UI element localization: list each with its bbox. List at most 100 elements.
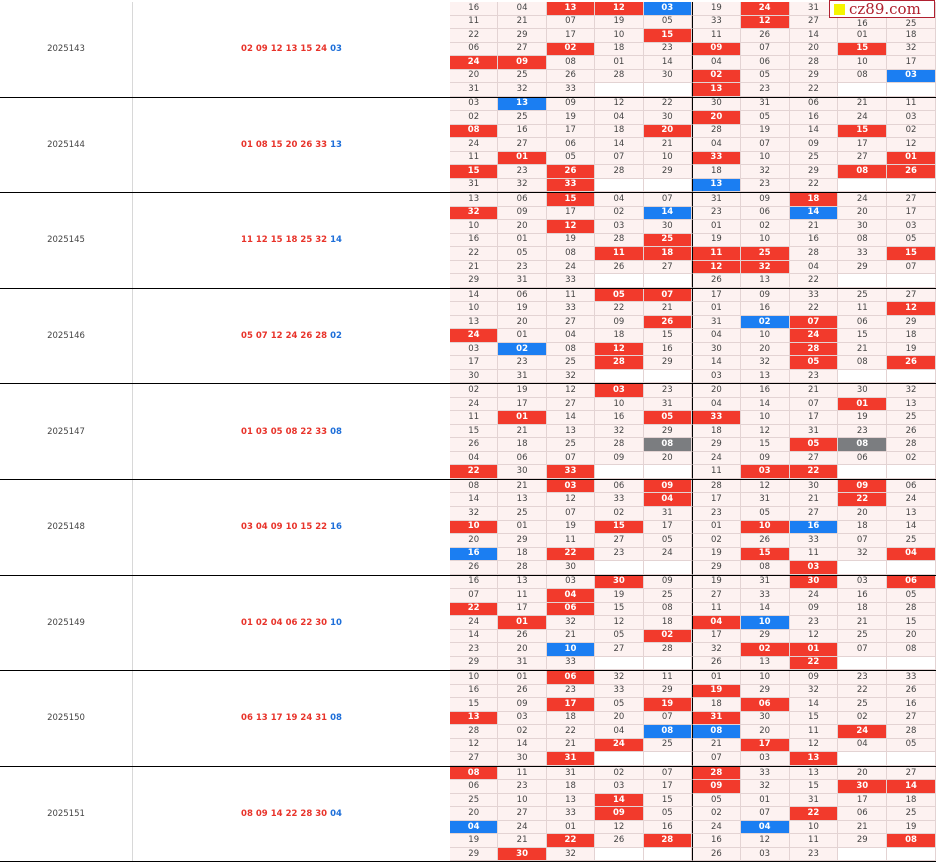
grid-cell-number: 14 [808,29,819,40]
grid-cell: 02 [740,220,790,234]
grid-cell-number: 21 [661,303,673,314]
grid-cell-number: 12 [613,616,625,627]
grid-cell-number: 13 [710,83,723,94]
grid-cell: 12 [595,820,644,835]
grid-cell: 18 [546,780,596,794]
grid-cell: 01 [691,671,741,685]
grid-cell-number: 10 [856,56,868,67]
grid-cell-number: 19 [565,521,576,532]
grid-cell: 09 [546,97,596,112]
grid-cell-number: 21 [565,630,576,641]
grid-cell-number: 33 [808,289,819,300]
grid-cell: 25 [546,356,596,370]
grid-cell-number: 23 [759,179,771,190]
grid-cell-number: 01 [516,671,528,682]
grid-cell-number: 09 [808,671,819,682]
red-ball-number: 32 [315,235,328,246]
grid-cell-empty [643,847,692,862]
grid-cell-hit-red: 22 [838,493,888,507]
grid-cell-number: 32 [856,548,868,559]
grid-cell-number: 31 [808,2,819,13]
grid-cell: 22 [789,178,839,193]
grid-cell-number: 30 [759,712,771,723]
grid-cell-number: 18 [905,29,917,40]
grid-cell: 03 [740,752,790,766]
grid-cell: 04 [498,2,547,16]
grid-cell: 28 [887,602,936,617]
grid-cell-number: 11 [661,671,673,682]
grid-cell-number: 10 [759,234,771,245]
grid-cell-number: 11 [612,247,625,258]
grid-cell-hit-red: 22 [450,465,499,479]
grid-cell: 26 [740,534,790,548]
grid-cell: 30 [450,369,499,384]
grid-cell-number: 21 [516,835,528,846]
draw-numbers: 05 07 12 24 26 28 02 [133,289,450,384]
grid-cell-number: 30 [661,70,673,81]
grid-cell: 24 [450,616,499,630]
grid-cell: 02 [450,111,499,125]
grid-cell-number: 25 [905,534,917,545]
grid-cell-number: 24 [758,2,771,13]
grid-cell-number: 13 [759,275,771,286]
grid-cell: 33 [691,15,741,30]
grid-cell-number: 30 [612,576,625,587]
grid-cell-number: 18 [710,698,722,709]
grid-cell-number: 28 [808,247,819,258]
grid-cell: 29 [740,684,790,699]
grid-cell-number: 15 [856,43,869,54]
grid-cell-number: 31 [516,275,528,286]
grid-cell-number: 14 [759,603,771,614]
grid-cell-number: 30 [468,370,480,381]
grid-cell-number: 20 [856,207,868,218]
grid-cell-number: 21 [516,425,528,436]
grid-cell-hit-red: 12 [595,2,644,16]
grid-cell: 28 [789,247,839,261]
grid-cell-number: 21 [661,138,673,149]
grid-cell: 01 [498,233,547,248]
issue-number: 2025151 [0,766,133,862]
grid-cell-hit-red: 22 [789,807,839,821]
red-ball-number: 11 [241,235,253,246]
grid-cell: 10 [740,671,790,685]
grid-cell-number: 29 [516,29,528,40]
grid-cell-number: 27 [808,16,819,27]
grid-cell-number: 17 [565,207,576,218]
number-grid: 16 13 03 30 09 19 31 30 03 06 07 11 04 19 25 27 33 24 16 05… [450,575,936,671]
grid-cell-number: 06 [758,698,771,709]
number-grid: 02 19 12 03 23 20 16 21 30 32 24 17 27 10 31 04 14 07 01 13… [450,384,936,479]
grid-cell: 33 [789,534,839,548]
blue-ball-number: 08 [330,426,342,437]
grid-cell-number: 08 [661,603,673,614]
grid-cell-hit-red: 14 [887,780,936,794]
grid-cell-number: 13 [516,576,528,587]
period-block: 2025143 02 09 12 13 15 24 03 16 04 13 12 03 19 24 31 11 2… [0,2,936,98]
grid-cell-empty [595,274,644,288]
grid-cell: 11 [789,725,839,739]
grid-cell-hit-red: 02 [691,69,741,84]
grid-cell-number: 33 [710,16,722,27]
red-ball-number: 19 [285,713,298,724]
grid-cell-number: 28 [612,357,625,368]
grid-cell: 23 [740,83,790,97]
grid-cell-hit-red: 10 [740,520,790,535]
grid-cell-number: 05 [807,439,820,450]
grid-cell-number: 30 [565,561,576,572]
grid-cell-hit-red: 26 [887,165,936,179]
red-ball-number: 09 [270,522,283,533]
grid-cell-number: 14 [612,794,625,805]
grid-cell: 21 [838,616,888,630]
grid-cell: 27 [789,506,839,521]
grid-cell-number: 24 [468,138,480,149]
grid-cell: 06 [838,807,888,821]
grid-cell-number: 17 [516,398,528,409]
grid-cell: 26 [498,684,547,699]
grid-cell-hit-blue: 14 [643,206,692,221]
grid-cell: 31 [498,274,547,288]
number-grid: 14 06 11 05 07 17 09 33 25 27 10 19 33 22 21 01 16 22 11 12… [450,288,936,384]
grid-cell: 24 [838,193,888,207]
grid-cell-number: 26 [564,165,577,176]
grid-cell-number: 08 [856,165,869,176]
grid-cell: 10 [740,151,790,166]
grid-cell-number: 18 [516,548,528,559]
